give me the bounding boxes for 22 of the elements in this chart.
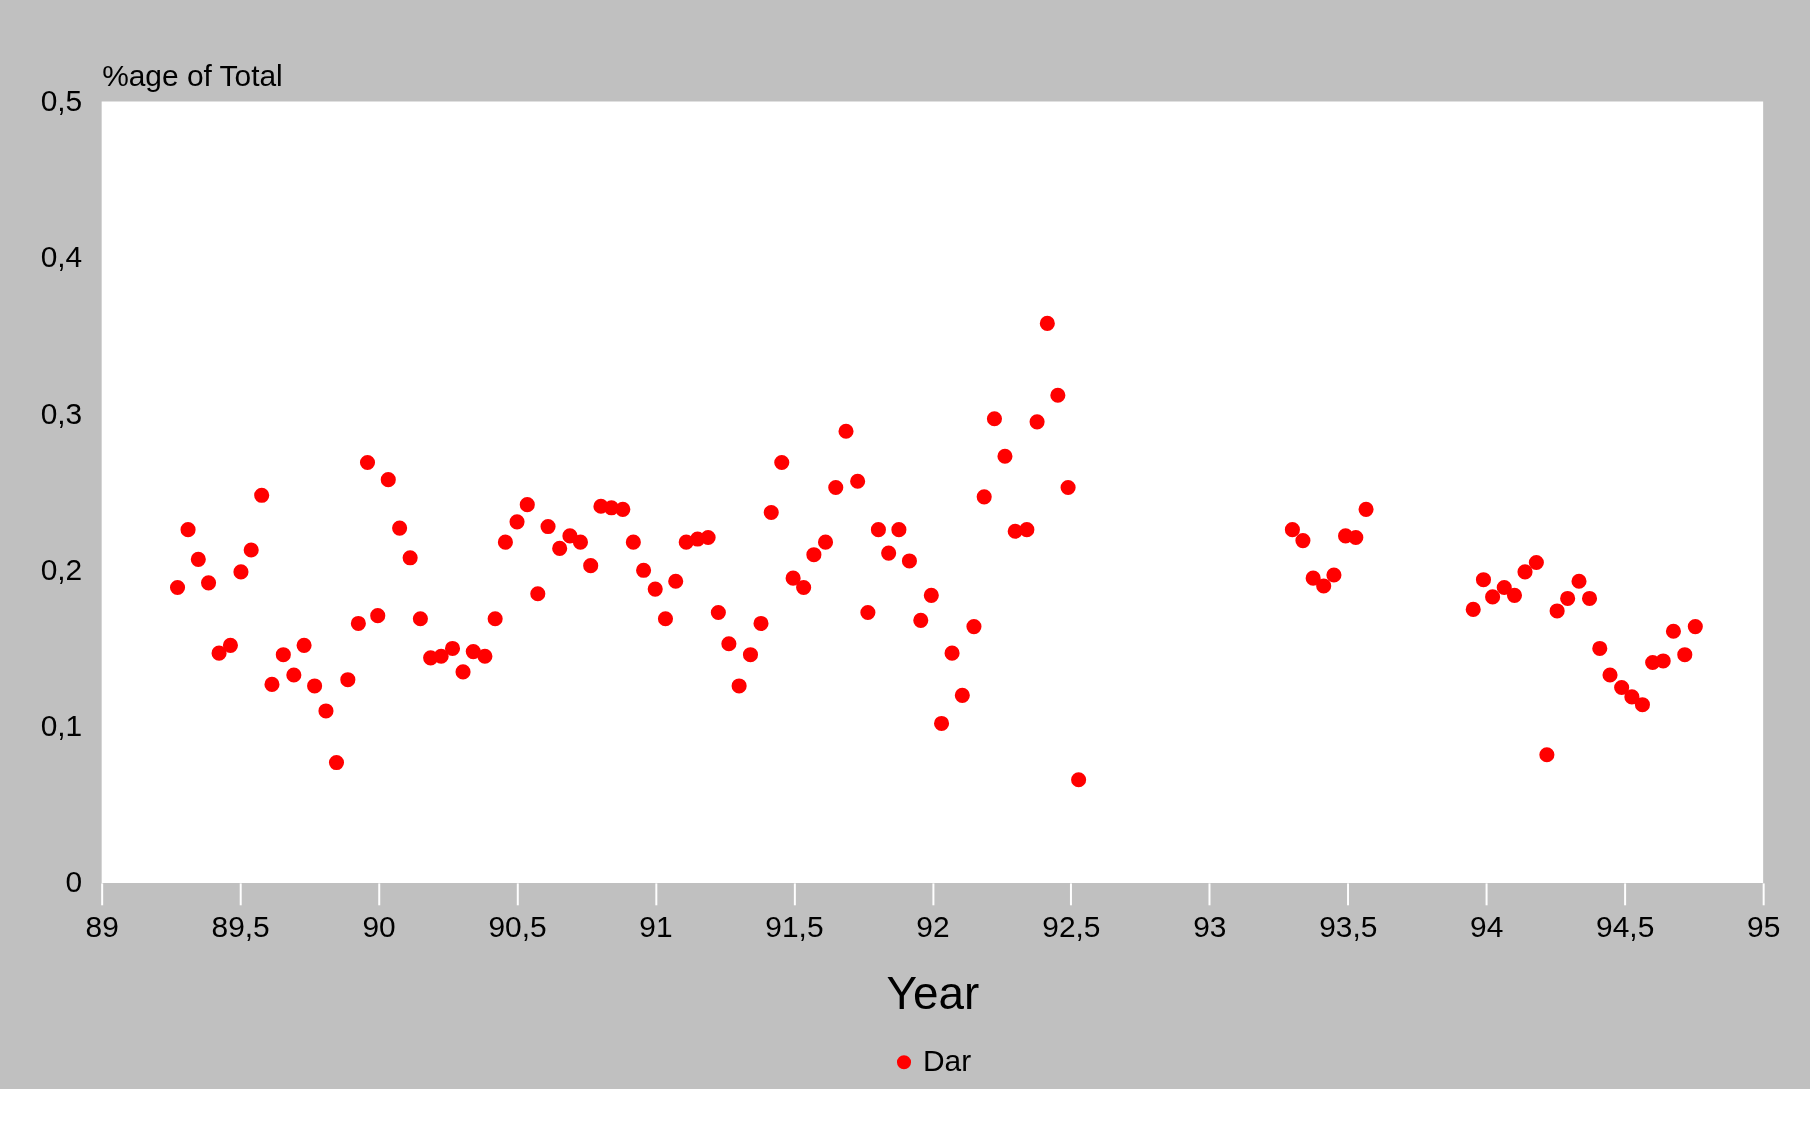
y-axis-title: %age of Total (102, 59, 283, 93)
x-tick-label: 92,5 (1042, 910, 1101, 944)
y-tick-label: 0,3 (40, 396, 83, 430)
x-tick-label: 90,5 (488, 910, 547, 944)
x-tick-label: 91 (639, 910, 673, 944)
x-tick-label: 95 (1747, 910, 1781, 944)
x-tick-label: 94 (1470, 910, 1504, 944)
x-tick-label: 89 (85, 910, 119, 944)
x-tick-label: 94,5 (1596, 910, 1655, 944)
x-tick-label: 93 (1193, 910, 1227, 944)
x-axis-title: Year (886, 967, 980, 1019)
legend-label: Dar (922, 1044, 972, 1078)
y-tick-label: 0,1 (40, 709, 83, 743)
y-tick-label: 0 (65, 865, 83, 899)
x-tick-label: 89,5 (211, 910, 270, 944)
y-tick-label: 0,2 (40, 552, 83, 586)
x-tick-label: 91,5 (765, 910, 824, 944)
x-tick-label: 90 (362, 910, 396, 944)
x-tick-label: 93,5 (1319, 910, 1378, 944)
x-tick-label: 92 (916, 910, 950, 944)
y-tick-label: 0,4 (40, 240, 83, 274)
y-tick-label: 0,5 (40, 83, 83, 117)
